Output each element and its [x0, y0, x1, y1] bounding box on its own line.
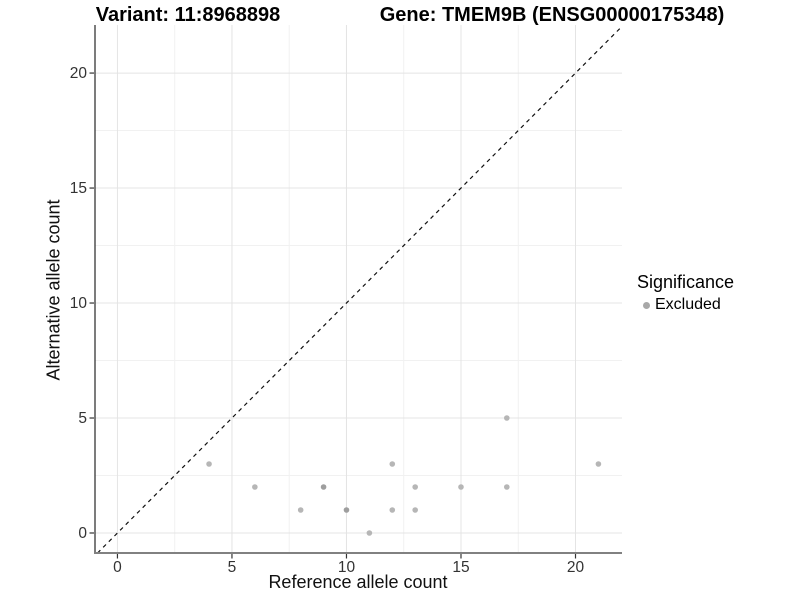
- data-point: [503, 415, 510, 421]
- data-point: [252, 484, 258, 490]
- variant-title: Variant: 11:8968898: [95, 4, 281, 26]
- y-tick-label: 20: [70, 65, 88, 82]
- y-tick-label: 5: [78, 410, 87, 427]
- excluded-point-icon: [643, 301, 650, 309]
- y-axis-title: Alternative allele count: [43, 199, 64, 381]
- legend-title: Significance: [637, 272, 735, 292]
- data-point: [206, 461, 212, 467]
- legend-item-label: Excluded: [655, 296, 721, 313]
- x-tick-label: 0: [113, 559, 122, 576]
- x-tick-label: 15: [452, 559, 469, 576]
- data-point: [503, 484, 510, 490]
- data-point: [389, 507, 396, 513]
- data-point: [343, 507, 350, 513]
- data-point: [412, 507, 418, 513]
- data-point: [412, 484, 418, 490]
- legend-item-excluded: Excluded: [637, 296, 734, 314]
- gene-title: Gene: TMEM9B (ENSG00000175348): [379, 4, 725, 26]
- data-point: [389, 461, 396, 467]
- data-point: [366, 530, 373, 536]
- x-tick-label: 5: [228, 559, 237, 576]
- data-point: [297, 507, 304, 513]
- y-tick-label: 10: [70, 295, 88, 312]
- legend: Significance Excluded: [637, 272, 734, 314]
- x-tick-label: 10: [338, 559, 356, 576]
- y-tick-label: 15: [70, 180, 87, 197]
- identity-line: [97, 25, 623, 554]
- data-point: [320, 484, 327, 490]
- data-point: [458, 484, 464, 490]
- data-point: [595, 461, 602, 467]
- y-tick-label: 0: [78, 525, 87, 542]
- x-tick-label: 20: [567, 559, 585, 576]
- x-axis-title: Reference allele count: [268, 572, 448, 592]
